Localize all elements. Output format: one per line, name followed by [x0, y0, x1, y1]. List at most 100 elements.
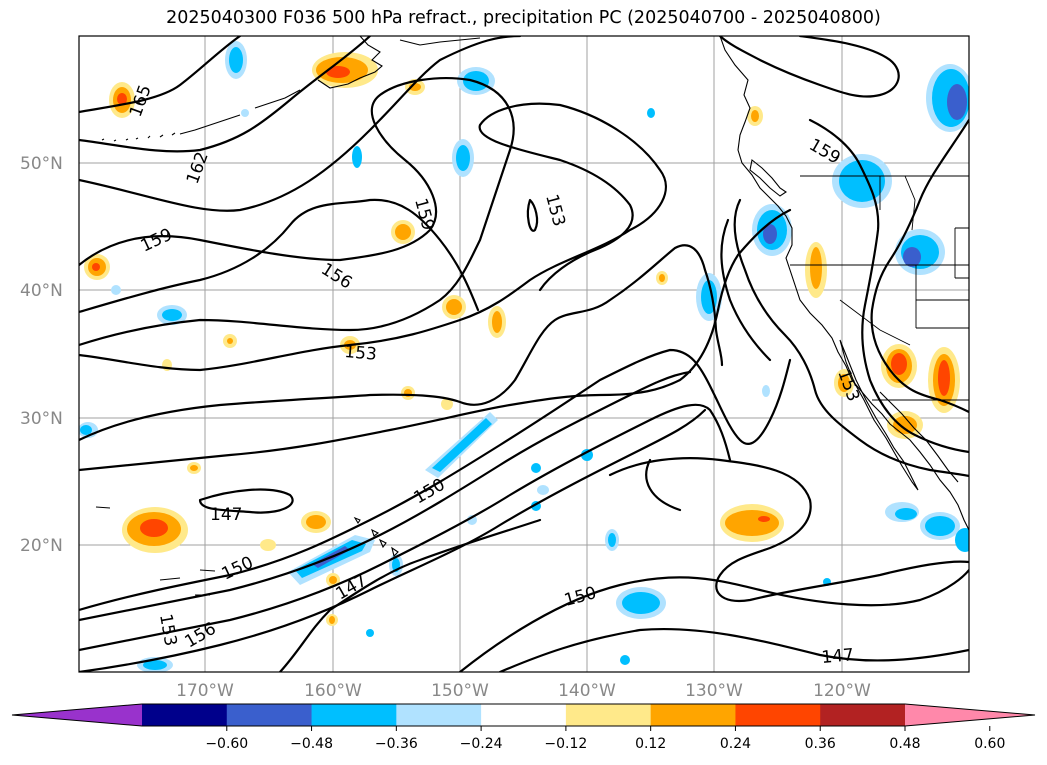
colorbar-segment	[735, 704, 821, 726]
positive-anomaly-patch	[834, 369, 854, 397]
negative-anomaly-patch	[531, 463, 541, 473]
lat-label-30n: 30°N	[20, 409, 63, 429]
positive-anomaly-patch	[84, 254, 110, 280]
map-background	[79, 36, 969, 672]
negative-anomaly-patch	[157, 305, 187, 325]
negative-anomaly-patch	[425, 412, 498, 478]
political-borders	[790, 175, 969, 401]
lat-label-50n: 50°N	[20, 154, 63, 174]
positive-anomaly-patch	[720, 504, 784, 542]
refractivity-contours	[79, 36, 969, 672]
negative-anomaly-patch	[581, 449, 593, 461]
hawaii	[353, 516, 399, 558]
vancouver-island	[749, 159, 787, 197]
negative-anomaly-patch	[608, 533, 616, 547]
negative-anomaly-patch	[926, 64, 969, 132]
positive-anomaly-patch	[488, 306, 506, 338]
positive-anomaly-patch	[260, 539, 276, 551]
negative-anomaly-patch	[143, 660, 167, 670]
contour-label: 147	[821, 645, 855, 668]
baja-california	[839, 339, 919, 491]
lat-label-20n: 20°N	[20, 536, 63, 556]
negative-anomaly-patch	[241, 109, 249, 117]
negative-anomaly-patch	[111, 285, 121, 295]
colorbar-tick-label: −0.24	[460, 736, 503, 752]
colorbar-segment	[650, 704, 736, 726]
positive-anomaly-patch	[329, 616, 335, 624]
negative-anomaly-patch	[762, 385, 770, 397]
positive-anomaly-patch	[442, 295, 466, 319]
colorbar-outline	[11, 703, 1036, 727]
positive-anomaly-patch	[122, 507, 188, 553]
negative-anomaly-patch	[895, 229, 945, 275]
positive-anomaly-patch	[659, 274, 665, 282]
colorbar-segment	[142, 704, 228, 726]
colorbar-tick-label: 0.24	[720, 736, 751, 752]
negative-anomaly-patch	[955, 528, 969, 552]
colorbar-tick-label: −0.36	[375, 736, 418, 752]
colorbar-tick-label: 0.60	[974, 736, 1005, 752]
positive-anomaly-patch	[329, 576, 337, 584]
negative-anomaly-patch	[80, 425, 92, 435]
lon-label-130w: 130°W	[685, 681, 743, 701]
latitude-axis: 50°N 40°N 30°N 20°N	[20, 154, 63, 556]
positive-anomaly-patch	[805, 242, 827, 298]
negative-anomaly-patch	[616, 587, 666, 619]
lon-label-160w: 160°W	[304, 681, 362, 701]
state-borders	[790, 175, 969, 401]
colorbar-tick-label: −0.60	[205, 736, 248, 752]
positive-anomaly-patch	[301, 511, 331, 533]
positive-anomaly-patch	[190, 465, 198, 471]
positive-anomaly-patch	[312, 52, 378, 88]
colorbar-segment	[226, 704, 313, 726]
lon-label-120w: 120°W	[813, 681, 871, 701]
negative-anomaly-patch	[620, 655, 630, 665]
north-america-coastline	[719, 36, 969, 531]
positive-anomaly-patch	[441, 398, 453, 410]
colorbar-tick-label: 0.48	[889, 736, 920, 752]
lat-label-40n: 40°N	[20, 281, 63, 301]
colorbar-tick-label: −0.12	[544, 736, 587, 752]
colorbar-segment	[565, 704, 652, 726]
colorbar-tick-label: 0.36	[805, 736, 836, 752]
positive-anomaly-patch	[928, 347, 960, 413]
positive-anomaly-patch	[109, 82, 135, 118]
lon-label-150w: 150°W	[431, 681, 489, 701]
negative-anomaly-patch	[366, 629, 374, 637]
negative-anomaly-patch	[352, 146, 362, 168]
colorbar-extend-high	[905, 704, 1035, 726]
small-islands	[95, 506, 216, 596]
lon-label-140w: 140°W	[558, 681, 616, 701]
map-frame	[78, 35, 970, 673]
negative-anomaly-patch	[537, 485, 549, 495]
negative-anomaly-patch	[832, 154, 892, 208]
coastlines	[95, 36, 969, 596]
colorbar-extend-low	[12, 704, 142, 726]
positive-anomaly-patch	[227, 338, 233, 344]
colorbar-segment	[396, 704, 482, 726]
colorbar-segment	[820, 704, 906, 726]
negative-anomaly-patch	[895, 508, 917, 520]
colorbar-tick-label: −0.48	[290, 736, 333, 752]
positive-anomaly-patch	[391, 220, 415, 244]
longitude-axis: 170°W 160°W 150°W 140°W 130°W 120°W	[176, 681, 871, 701]
negative-anomaly-patch	[752, 204, 792, 256]
alaska-coastline	[179, 36, 481, 135]
negative-anomaly-patch	[920, 512, 960, 540]
positive-anomaly-patch	[887, 411, 923, 439]
lon-label-170w: 170°W	[176, 681, 234, 701]
map-title: 2025040300 F036 500 hPa refract., precip…	[166, 8, 881, 28]
contour-label: 147	[210, 505, 242, 525]
aleutian-islands	[101, 132, 176, 142]
contour-label: 153	[344, 342, 378, 365]
negative-anomaly-patch	[647, 108, 655, 118]
colorbar-segment	[311, 704, 397, 726]
gridlines	[79, 36, 969, 672]
positive-anomaly-patch	[747, 106, 763, 126]
gulf-california	[879, 391, 959, 483]
negative-anomaly-patch	[452, 139, 474, 177]
colorbar-segment	[481, 704, 567, 726]
colorbar-tick-label: 0.12	[635, 736, 666, 752]
colorbar: −0.60 −0.48 −0.36 −0.24 −0.12 0.12 0.24 0.36 0.4…	[11, 703, 1036, 752]
